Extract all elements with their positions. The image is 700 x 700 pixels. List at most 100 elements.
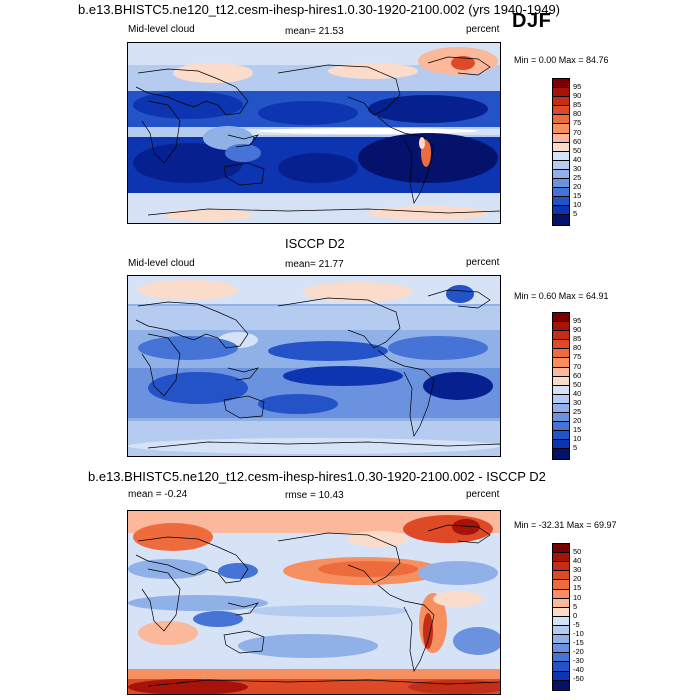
colorbar-tick: 75 [573,118,582,127]
colorbar-swatch [553,580,569,590]
colorbar-tick: -30 [573,656,584,665]
colorbar-swatch [553,616,569,626]
colorbar-swatch [553,598,569,608]
colorbar-swatch [553,589,569,599]
colorbar-swatch [553,188,569,198]
colorbar-swatch [553,88,569,98]
colorbar-swatch [553,653,569,663]
colorbar-swatch [553,635,569,645]
colorbar-swatch [553,133,569,143]
colorbar-tick: 10 [573,200,582,209]
colorbar-swatch [553,431,569,441]
panel1-minmax: Min = 0.00 Max = 84.76 [514,55,609,65]
panel1-map-svg [128,43,500,223]
colorbar-tick: 50 [573,380,582,389]
colorbar-tick: 90 [573,91,582,100]
colorbar-tick: 5 [573,443,578,452]
panel2-minmax: Min = 0.60 Max = 64.91 [514,291,609,301]
colorbar-tick: 10 [573,434,582,443]
colorbar-swatch [553,680,569,690]
panel1-units-label: percent [466,24,500,35]
colorbar-swatch [553,79,569,89]
panel3-map [127,510,501,695]
colorbar-tick: 80 [573,343,582,352]
colorbar-tick: -5 [573,620,580,629]
colorbar-tick: 30 [573,565,582,574]
panel3-colorbar [552,543,570,691]
colorbar-tick: 40 [573,389,582,398]
colorbar-swatch [553,358,569,368]
colorbar-tick: 25 [573,407,582,416]
colorbar-swatch [553,440,569,450]
colorbar-tick: 5 [573,602,578,611]
colorbar-swatch [553,340,569,350]
panel1-colorbar [552,78,570,226]
colorbar-tick: 25 [573,173,582,182]
colorbar-swatch [553,151,569,161]
colorbar-swatch [553,449,569,459]
colorbar-swatch [553,644,569,654]
colorbar-swatch [553,571,569,581]
colorbar-tick: -50 [573,674,584,683]
colorbar-tick: -10 [573,629,584,638]
panel3-mean-label: mean = -0.24 [128,489,188,500]
colorbar-tick: 30 [573,398,582,407]
panel2-variable-label: Mid-level cloud [128,258,195,269]
colorbar-tick: 60 [573,371,582,380]
colorbar-swatch [553,349,569,359]
colorbar-swatch [553,662,569,672]
panel3-units-label: percent [466,489,500,500]
panel1-map [127,42,501,224]
colorbar-tick: 95 [573,82,582,91]
colorbar-tick: 15 [573,583,582,592]
colorbar-tick: 10 [573,593,582,602]
colorbar-swatch [553,607,569,617]
colorbar-tick: -20 [573,647,584,656]
panel1-variable-label: Mid-level cloud [128,24,195,35]
colorbar-tick: 60 [573,137,582,146]
colorbar-swatch [553,215,569,225]
panel3-map-svg [128,511,500,694]
colorbar-tick: 70 [573,128,582,137]
panel2-map-svg [128,276,500,456]
colorbar-tick: 50 [573,146,582,155]
colorbar-tick: 0 [573,611,578,620]
panel1-mean-label: mean= 21.53 [285,26,344,37]
colorbar-swatch [553,115,569,125]
colorbar-tick: 80 [573,109,582,118]
colorbar-tick: -15 [573,638,584,647]
panel3-minmax: Min = -32.31 Max = 69.97 [514,520,617,530]
colorbar-swatch [553,197,569,207]
colorbar-tick: 15 [573,425,582,434]
colorbar-tick: 85 [573,334,582,343]
colorbar-swatch [553,413,569,423]
colorbar-swatch [553,179,569,189]
colorbar-tick: 5 [573,209,578,218]
colorbar-swatch [553,169,569,180]
colorbar-swatch [553,106,569,116]
colorbar-swatch [553,544,569,554]
colorbar-swatch [553,142,569,152]
panel3-rmse-label: rmse = 10.43 [285,490,344,501]
colorbar-tick: 40 [573,556,582,565]
colorbar-tick: 40 [573,155,582,164]
colorbar-tick: 90 [573,325,582,334]
colorbar-swatch [553,322,569,332]
season-label: DJF [512,10,552,32]
panel3-heading: b.e13.BHISTC5.ne120_t12.cesm-ihesp-hires… [88,469,546,484]
colorbar-swatch [553,562,569,572]
colorbar-tick: 30 [573,164,582,173]
colorbar-tick: 70 [573,362,582,371]
panel2-map [127,275,501,457]
colorbar-swatch [553,625,569,636]
panel2-mean-label: mean= 21.77 [285,259,344,270]
colorbar-swatch [553,206,569,216]
colorbar-tick: 20 [573,182,582,191]
colorbar-swatch [553,313,569,323]
colorbar-swatch [553,403,569,414]
colorbar-swatch [553,331,569,341]
colorbar-swatch [553,367,569,377]
panel2-colorbar [552,312,570,460]
colorbar-tick: 15 [573,191,582,200]
colorbar-swatch [553,671,569,681]
